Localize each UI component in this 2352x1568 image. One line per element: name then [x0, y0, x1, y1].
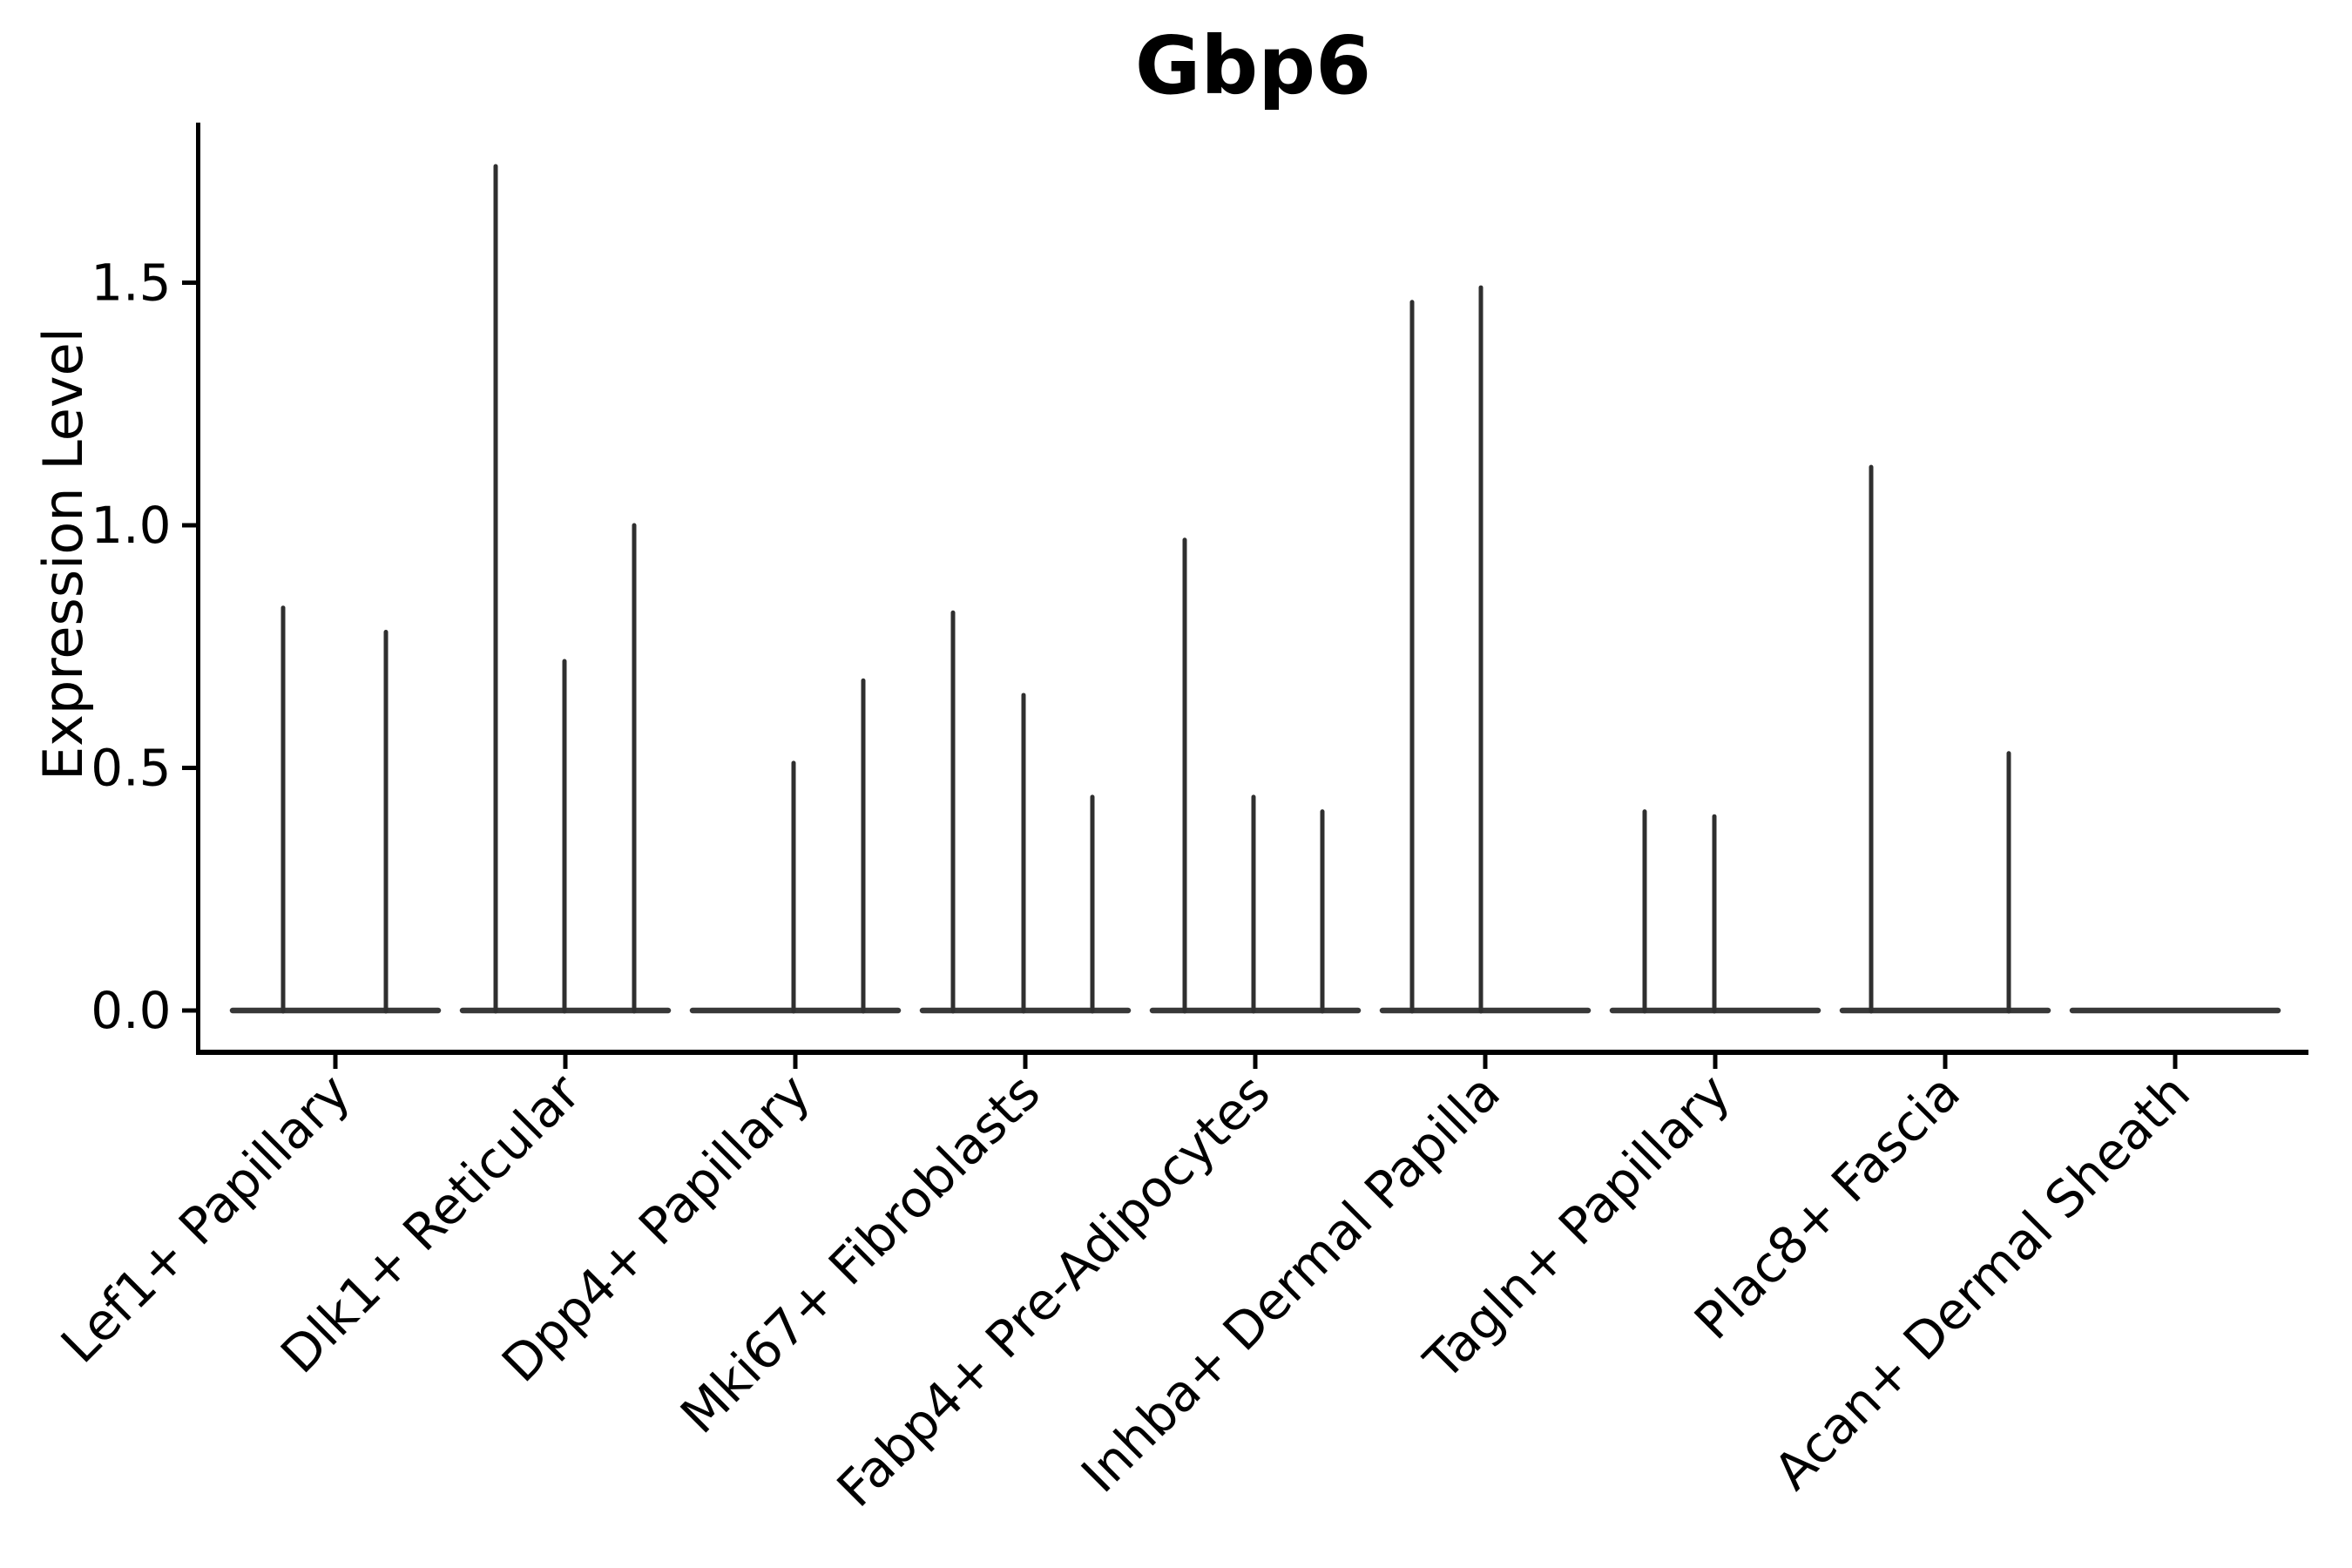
y-tick-label: 0.5	[91, 739, 171, 798]
y-tick-label: 0.0	[91, 981, 171, 1040]
y-tick-label: 1.0	[91, 496, 171, 555]
chart-title: Gbp6	[1134, 19, 1372, 112]
x-tick-label: Inhba+ Dermal Papilla	[1070, 1063, 1511, 1504]
x-tick-label: Fabp4+ Pre-Adipocytes	[826, 1063, 1281, 1518]
x-tick-label: Acan+ Dermal Sheath	[1762, 1063, 2200, 1501]
y-tick-label: 1.5	[91, 253, 171, 313]
